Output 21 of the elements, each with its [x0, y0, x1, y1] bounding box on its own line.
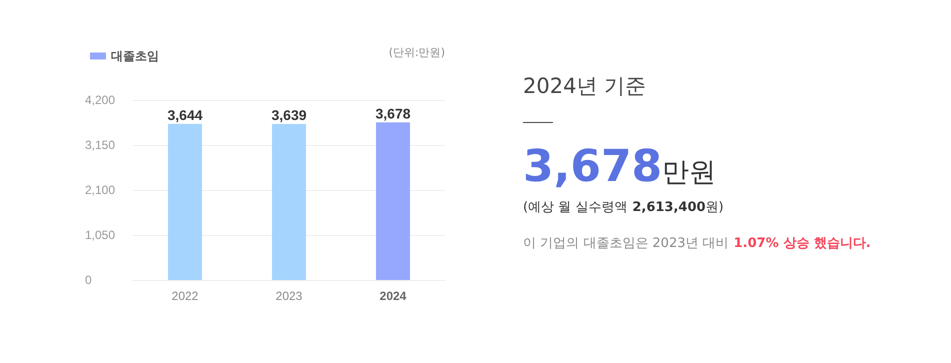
y-tick-label: 1,050 — [85, 228, 116, 242]
text: 이 기업의 대졸초임은 2023년 대비 — [523, 236, 729, 251]
text: 만원 — [662, 157, 716, 188]
text: 2,613,400 — [632, 200, 706, 215]
y-tick-label: 0 — [85, 273, 92, 287]
text: 1.07% 상승 했습니다. — [734, 236, 871, 251]
data-label: 3,678 — [375, 105, 411, 122]
text: (예상 월 실수령액 — [523, 200, 628, 215]
legend-label: 대졸초임 — [111, 49, 159, 63]
y-tick-label: 2,100 — [85, 183, 116, 197]
data-label: 3,639 — [271, 107, 307, 124]
text: 원) — [706, 200, 724, 215]
text: 2024년 기준 — [523, 74, 646, 98]
y-tick-label: 4,200 — [85, 93, 116, 107]
y-tick-label: 3,150 — [85, 138, 116, 152]
x-tick-label: 2024 — [380, 289, 407, 303]
x-tick-label: 2023 — [276, 289, 303, 303]
text: 3,678 — [523, 141, 662, 192]
data-label: 3,644 — [167, 106, 203, 123]
text: (단위:만원) — [388, 45, 445, 60]
x-tick-label: 2022 — [172, 289, 199, 303]
